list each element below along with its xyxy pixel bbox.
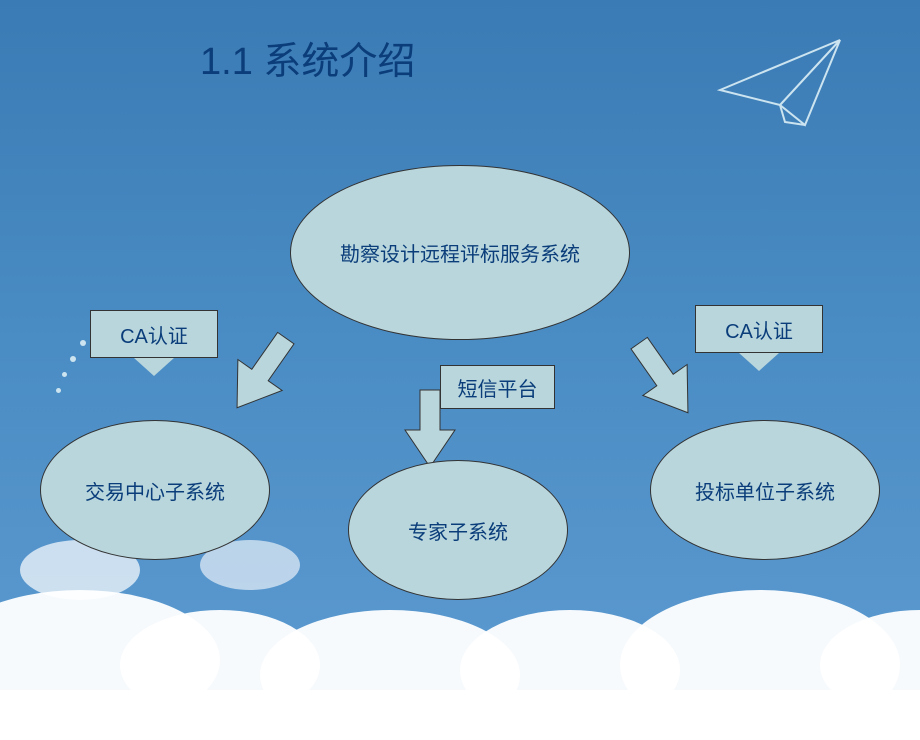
ca-left-text: CA认证 bbox=[120, 320, 188, 349]
ca-left-label: CA认证 bbox=[90, 310, 218, 376]
node-main: 勘察设计远程评标服务系统 bbox=[290, 165, 630, 340]
sms-label: 短信平台 bbox=[440, 365, 555, 409]
node-child1: 交易中心子系统 bbox=[40, 420, 270, 560]
ca-right-label: CA认证 bbox=[695, 305, 823, 371]
node-child2: 专家子系统 bbox=[348, 460, 568, 600]
node-child3: 投标单位子系统 bbox=[650, 420, 880, 560]
node-child3-label: 投标单位子系统 bbox=[695, 476, 835, 505]
sms-text: 短信平台 bbox=[458, 373, 538, 402]
node-main-label: 勘察设计远程评标服务系统 bbox=[340, 238, 580, 267]
paper-plane-icon bbox=[710, 30, 860, 145]
page-title: 1.1 系统介绍 bbox=[200, 30, 415, 85]
node-child2-label: 专家子系统 bbox=[408, 516, 508, 545]
node-child1-label: 交易中心子系统 bbox=[85, 476, 225, 505]
arrow-to-child1 bbox=[215, 325, 305, 430]
ca-right-text: CA认证 bbox=[725, 315, 793, 344]
